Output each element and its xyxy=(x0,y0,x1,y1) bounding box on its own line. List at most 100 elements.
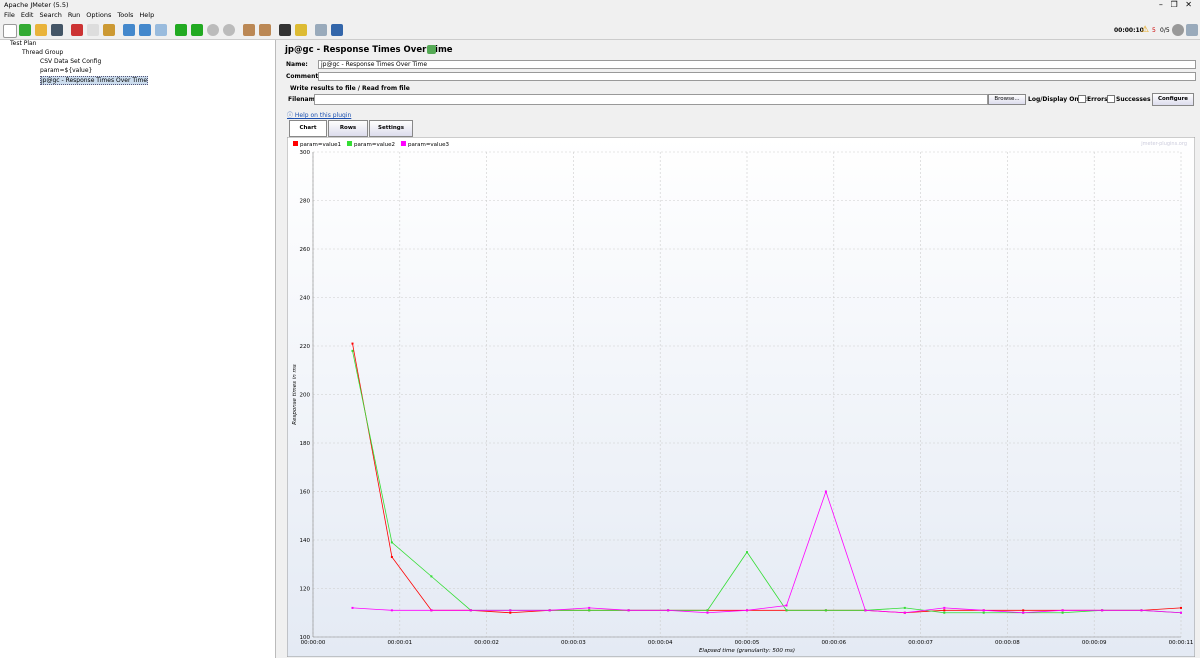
series-line xyxy=(352,490,1182,614)
x-tick-label: 00:00:08 xyxy=(995,640,1020,646)
paste-icon[interactable] xyxy=(103,24,115,36)
save-icon[interactable] xyxy=(51,24,63,36)
help-icon[interactable] xyxy=(331,24,343,36)
x-tick-label: 00:00:03 xyxy=(561,640,586,646)
data-point xyxy=(706,609,709,612)
data-point xyxy=(627,609,630,612)
y-tick-label: 160 xyxy=(300,490,311,496)
y-tick-label: 220 xyxy=(300,344,311,350)
errors-checkbox[interactable] xyxy=(1078,95,1086,103)
remote-icon[interactable] xyxy=(1172,24,1184,36)
y-tick-label: 200 xyxy=(300,393,311,399)
watermark: jmeter-plugins.org xyxy=(1140,141,1187,147)
data-point xyxy=(824,490,827,493)
menu-bar: File Edit Search Run Options Tools Help xyxy=(4,11,160,19)
legend-swatch xyxy=(293,141,298,146)
start-icon[interactable] xyxy=(175,24,187,36)
tree-node[interactable]: CSV Data Set Config xyxy=(40,58,102,65)
data-point xyxy=(1101,609,1104,612)
tree-node[interactable]: Test Plan xyxy=(10,40,37,47)
legend-label: param=value3 xyxy=(408,142,449,148)
templates-icon[interactable] xyxy=(19,24,31,36)
shutdown-icon[interactable] xyxy=(223,24,235,36)
data-point xyxy=(1061,611,1064,614)
menu-item[interactable]: Tools xyxy=(117,11,134,19)
maximize-icon[interactable] xyxy=(427,45,436,54)
data-point xyxy=(430,575,433,578)
configure-button[interactable]: Configure xyxy=(1152,93,1194,106)
menu-item[interactable]: Edit xyxy=(20,11,34,19)
data-point xyxy=(509,611,512,614)
clear-icon[interactable] xyxy=(243,24,255,36)
warning-icon[interactable]: ⚠ xyxy=(1141,25,1150,35)
data-point xyxy=(1180,606,1182,609)
y-tick-label: 280 xyxy=(300,199,311,205)
data-point xyxy=(351,349,354,352)
series-line xyxy=(352,343,1182,614)
data-point xyxy=(390,555,393,558)
log-icon[interactable] xyxy=(1186,24,1198,36)
stop-icon[interactable] xyxy=(207,24,219,36)
warning-count[interactable]: 5 xyxy=(1152,27,1156,34)
log-only-label: Log/Display Only: xyxy=(1028,96,1087,103)
chart-tab[interactable]: Chart xyxy=(289,120,327,137)
data-point xyxy=(982,611,985,614)
toggle-icon[interactable] xyxy=(155,24,167,36)
panel-title: jp@gc - Response Times Over Time xyxy=(285,45,453,55)
function-icon[interactable] xyxy=(315,24,327,36)
tree-panel: Test Plan Thread Group CSV Data Set Conf… xyxy=(0,40,276,658)
tree-node-selected[interactable]: jp@gc - Response Times Over Time xyxy=(40,76,149,85)
x-tick-label: 00:00:06 xyxy=(821,640,846,646)
successes-checkbox[interactable] xyxy=(1107,95,1115,103)
filename-input[interactable] xyxy=(314,94,988,105)
x-tick-label: 00:00:02 xyxy=(474,640,499,646)
data-point xyxy=(746,609,748,612)
comments-input[interactable] xyxy=(318,72,1196,81)
tree-node[interactable]: param=${value} xyxy=(40,67,93,74)
name-input[interactable]: jp@gc - Response Times Over Time xyxy=(318,60,1196,69)
data-point xyxy=(1140,609,1143,612)
data-point xyxy=(1180,611,1182,614)
menu-item[interactable]: Options xyxy=(86,11,112,19)
menu-item[interactable]: Run xyxy=(67,11,81,19)
data-point xyxy=(1022,611,1025,614)
settings-tab[interactable]: Settings xyxy=(369,120,413,137)
data-point xyxy=(469,609,472,612)
clear-all-icon[interactable] xyxy=(259,24,271,36)
cut-icon[interactable] xyxy=(71,24,83,36)
data-point xyxy=(785,604,788,607)
x-tick-label: 00:00:00 xyxy=(301,640,326,646)
reset-search-icon[interactable] xyxy=(295,24,307,36)
y-tick-label: 260 xyxy=(300,247,311,253)
data-point xyxy=(982,609,985,612)
y-tick-label: 180 xyxy=(300,441,311,447)
help-link[interactable]: ⓘ Help on this plugin xyxy=(287,112,352,119)
browse-button[interactable]: Browse... xyxy=(988,94,1026,105)
start-no-pause-icon[interactable] xyxy=(191,24,203,36)
menu-item[interactable]: File xyxy=(4,11,15,19)
x-tick-label: 00:00:05 xyxy=(735,640,760,646)
search-icon[interactable] xyxy=(279,24,291,36)
data-point xyxy=(548,609,551,612)
data-point xyxy=(746,551,748,554)
rows-tab[interactable]: Rows xyxy=(328,120,368,137)
new-icon[interactable] xyxy=(3,24,17,38)
open-icon[interactable] xyxy=(35,24,47,36)
data-point xyxy=(351,342,354,345)
data-point xyxy=(430,609,433,612)
collapse-icon[interactable] xyxy=(139,24,151,36)
expand-icon[interactable] xyxy=(123,24,135,36)
copy-icon[interactable] xyxy=(87,24,99,36)
errors-label: Errors xyxy=(1087,96,1108,103)
y-tick-label: 120 xyxy=(300,587,311,593)
comments-label: Comments: xyxy=(286,73,325,80)
thread-count: 0/5 xyxy=(1160,27,1170,34)
menu-item[interactable]: Search xyxy=(39,11,62,19)
help-text[interactable]: Help on this plugin xyxy=(294,112,352,119)
window-controls[interactable]: – ❐ ✕ xyxy=(1158,0,1192,9)
tree-node[interactable]: Thread Group xyxy=(22,49,64,56)
data-point xyxy=(390,609,393,612)
menu-item[interactable]: Help xyxy=(139,11,155,19)
y-tick-label: 300 xyxy=(300,150,311,156)
